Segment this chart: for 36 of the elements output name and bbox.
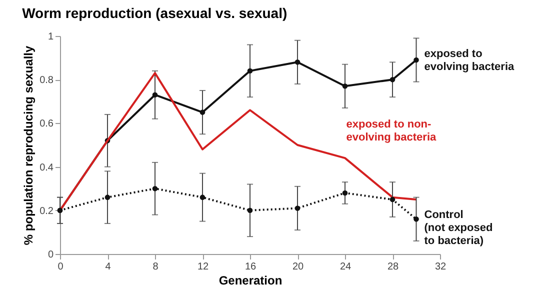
series-label: Control (not exposed to bacteria)	[424, 209, 493, 248]
point	[390, 196, 396, 202]
point	[390, 76, 396, 82]
y-tick-label: 1	[48, 32, 54, 42]
y-tick-label: 0	[48, 250, 54, 260]
point	[342, 84, 348, 89]
x-tick-label: 16	[244, 262, 256, 272]
point	[200, 110, 206, 115]
x-tick-label: 4	[105, 262, 112, 272]
y-tick-label: 0.2	[40, 206, 54, 217]
x-tick-label: 28	[387, 262, 399, 272]
x-tick-label: 8	[152, 262, 159, 272]
y-tick-label: 0.4	[40, 162, 54, 174]
point	[104, 194, 110, 200]
point	[247, 68, 253, 74]
series-label: exposed to non- evolving bacteria	[346, 118, 437, 144]
x-tick-label: 0	[58, 262, 64, 272]
point	[414, 57, 419, 63]
series-label: exposed to evolving bacteria	[424, 48, 515, 73]
x-tick-label: 20	[292, 262, 304, 272]
x-tick-label: 12	[197, 262, 209, 272]
x-tick-label: 24	[340, 262, 352, 272]
y-axis-title: % population reproducing sexually	[22, 45, 36, 246]
point	[152, 186, 158, 192]
point	[200, 194, 206, 200]
y-tick-label: 0.6	[40, 118, 54, 130]
point	[342, 190, 348, 196]
point	[294, 206, 300, 211]
x-axis-title: Generation	[218, 274, 282, 288]
chart-title: Worm reproduction (asexual vs. sexual)	[22, 5, 288, 21]
point	[414, 216, 419, 222]
point	[247, 208, 253, 214]
x-tick-label: 32	[434, 262, 446, 272]
y-tick-label: 0.8	[40, 75, 54, 86]
point	[152, 92, 158, 98]
point	[294, 60, 300, 65]
